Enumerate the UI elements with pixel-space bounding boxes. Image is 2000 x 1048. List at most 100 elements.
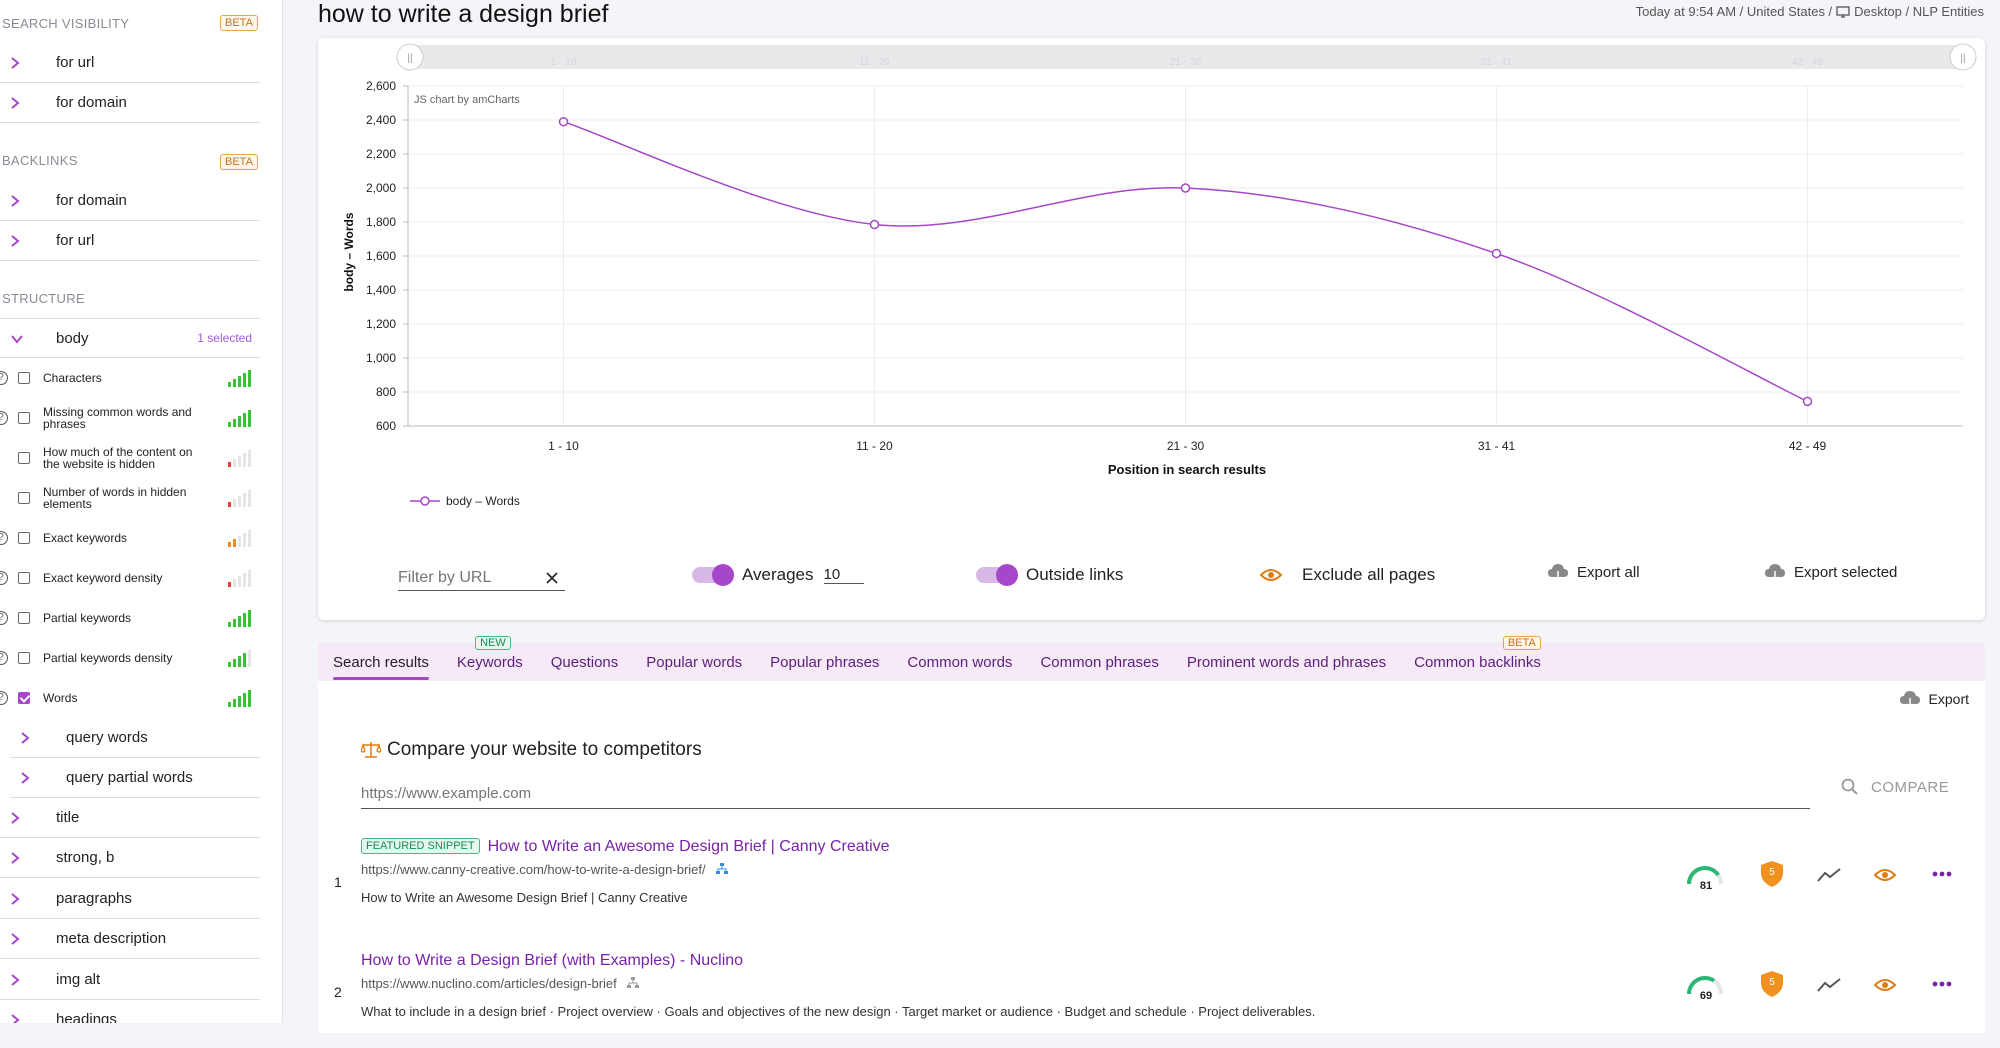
- tab-prominent-words-and-phrases[interactable]: Prominent words and phrases: [1187, 648, 1386, 677]
- help-icon[interactable]: ?: [0, 651, 8, 665]
- export-all-button[interactable]: Export all: [1547, 563, 1640, 581]
- metric-checkbox[interactable]: [18, 692, 30, 704]
- help-icon[interactable]: ?: [0, 411, 8, 425]
- data-point[interactable]: [869, 219, 880, 230]
- score-value: 69: [1699, 990, 1713, 1002]
- metric-checkbox[interactable]: [18, 452, 30, 464]
- shield-badge[interactable]: 5: [1760, 860, 1784, 888]
- sidebar-item-meta-description[interactable]: meta description: [0, 919, 260, 959]
- shield-badge[interactable]: 5: [1760, 970, 1784, 998]
- help-icon[interactable]: ?: [0, 571, 8, 585]
- sidebar-item-query-words[interactable]: query words: [10, 718, 260, 758]
- averages-switch[interactable]: [692, 564, 734, 586]
- export-selected-button[interactable]: Export selected: [1764, 563, 1897, 581]
- sidebar-item-backlinks-url[interactable]: for url: [0, 221, 260, 261]
- result-url-text: https://www.nuclino.com/articles/design-…: [361, 976, 617, 991]
- eye-icon[interactable]: [1874, 868, 1896, 882]
- exclude-all-pages[interactable]: Exclude all pages: [1260, 565, 1435, 585]
- score-gauge[interactable]: 81: [1685, 864, 1727, 898]
- sidebar-item-visibility-domain[interactable]: for domain: [0, 83, 260, 123]
- trend-chart-icon[interactable]: [1817, 868, 1841, 882]
- data-point[interactable]: [1802, 396, 1813, 407]
- tab-search-results[interactable]: Search results: [333, 648, 429, 680]
- metric-row[interactable]: Number of words in hidden elements: [0, 478, 260, 518]
- y-tick-label: 1,600: [366, 249, 396, 263]
- tab-badge: NEW: [475, 635, 511, 650]
- metric-row[interactable]: ? Exact keyword density: [0, 558, 260, 598]
- metric-checkbox[interactable]: [18, 492, 30, 504]
- metric-checkbox[interactable]: [18, 532, 30, 544]
- selected-count: 1 selected: [197, 331, 252, 345]
- tab-common-backlinks[interactable]: Common backlinks BETA: [1414, 635, 1541, 677]
- tab-keywords[interactable]: Keywords NEW: [457, 635, 523, 677]
- averages-toggle[interactable]: Averages 10: [692, 564, 864, 586]
- metric-checkbox[interactable]: [18, 372, 30, 384]
- signal-strength-icon: [228, 689, 254, 707]
- outside-links-switch[interactable]: [976, 564, 1018, 586]
- metric-row[interactable]: ? Words: [0, 678, 260, 718]
- compare-button[interactable]: COMPARE: [1841, 778, 1949, 796]
- close-icon[interactable]: [546, 571, 558, 584]
- more-options-icon[interactable]: [1932, 871, 1952, 877]
- sidebar-item-img-alt[interactable]: img alt: [0, 960, 260, 1000]
- filter-url-field[interactable]: [398, 565, 565, 591]
- scrollbar-left-grip[interactable]: [396, 43, 424, 71]
- metric-checkbox[interactable]: [18, 612, 30, 624]
- sidebar-item-paragraphs[interactable]: paragraphs: [0, 879, 260, 919]
- export-button[interactable]: Export: [1899, 690, 1969, 708]
- help-icon[interactable]: ?: [0, 531, 8, 545]
- sidebar-item-strong[interactable]: strong, b: [0, 838, 260, 878]
- averages-input[interactable]: 10: [823, 566, 864, 584]
- data-point[interactable]: [1491, 248, 1502, 259]
- metric-row[interactable]: How much of the content on the website i…: [0, 438, 260, 478]
- tab-common-phrases[interactable]: Common phrases: [1040, 648, 1158, 677]
- scrollbar-tick-label: 42 - 49: [1792, 57, 1824, 68]
- outside-links-label: Outside links: [1026, 565, 1124, 584]
- tab-common-words[interactable]: Common words: [907, 648, 1012, 677]
- data-point[interactable]: [558, 116, 569, 127]
- help-icon[interactable]: ?: [0, 611, 8, 625]
- metric-row[interactable]: ? Characters: [0, 358, 260, 398]
- result-title-link[interactable]: How to Write a Design Brief (with Exampl…: [361, 952, 743, 970]
- tab-popular-words[interactable]: Popular words: [646, 648, 742, 677]
- sidebar-item-backlinks-domain[interactable]: for domain: [0, 181, 260, 221]
- score-gauge[interactable]: 69: [1685, 974, 1727, 1008]
- trend-chart-icon[interactable]: [1817, 978, 1841, 992]
- filter-url-input[interactable]: [398, 568, 538, 587]
- sitemap-icon[interactable]: [715, 863, 728, 875]
- help-icon[interactable]: ?: [0, 691, 8, 705]
- eye-icon[interactable]: [1874, 978, 1896, 992]
- outside-links-toggle[interactable]: Outside links: [976, 564, 1124, 586]
- result-url[interactable]: https://www.canny-creative.com/how-to-wr…: [361, 862, 728, 877]
- sitemap-icon[interactable]: [626, 977, 639, 989]
- metric-row[interactable]: ? Missing common words and phrases: [0, 398, 260, 438]
- tab-label: Common backlinks: [1414, 653, 1541, 671]
- chart-scrollbar[interactable]: || ||: [396, 43, 1977, 71]
- metric-row[interactable]: ? Exact keywords: [0, 518, 260, 558]
- tab-questions[interactable]: Questions: [551, 648, 619, 677]
- metric-checkbox[interactable]: [18, 572, 30, 584]
- chart-credit[interactable]: JS chart by amCharts: [414, 94, 520, 106]
- metric-row[interactable]: ? Partial keywords: [0, 598, 260, 638]
- sidebar-item-query-partial-words[interactable]: query partial words: [10, 758, 260, 798]
- result-url[interactable]: https://www.nuclino.com/articles/design-…: [361, 976, 639, 991]
- help-icon[interactable]: ?: [0, 371, 8, 385]
- data-point[interactable]: [1180, 183, 1191, 193]
- tab-popular-phrases[interactable]: Popular phrases: [770, 648, 879, 677]
- scrollbar-right-grip[interactable]: [1949, 43, 1977, 71]
- metric-checkbox[interactable]: [18, 652, 30, 664]
- result-title-link[interactable]: FEATURED SNIPPET How to Write an Awesome …: [361, 838, 890, 856]
- shield-icon: [1761, 971, 1783, 997]
- meta-device[interactable]: Desktop / NLP Entities: [1854, 4, 1984, 19]
- compare-url-input[interactable]: [361, 779, 1810, 809]
- sidebar-item-title[interactable]: title: [0, 798, 260, 838]
- metric-row[interactable]: ? Partial keywords density: [0, 638, 260, 678]
- sidebar-item-visibility-url[interactable]: for url: [0, 43, 260, 83]
- sidebar-item-body[interactable]: body 1 selected: [0, 318, 260, 358]
- metric-checkbox[interactable]: [18, 412, 30, 424]
- chart-legend[interactable]: body – Words: [410, 494, 520, 508]
- exclude-label: Exclude all pages: [1302, 565, 1436, 584]
- result-number: 1: [334, 874, 342, 890]
- more-options-icon[interactable]: [1932, 981, 1952, 987]
- sidebar-item-headings[interactable]: headings: [0, 1000, 260, 1023]
